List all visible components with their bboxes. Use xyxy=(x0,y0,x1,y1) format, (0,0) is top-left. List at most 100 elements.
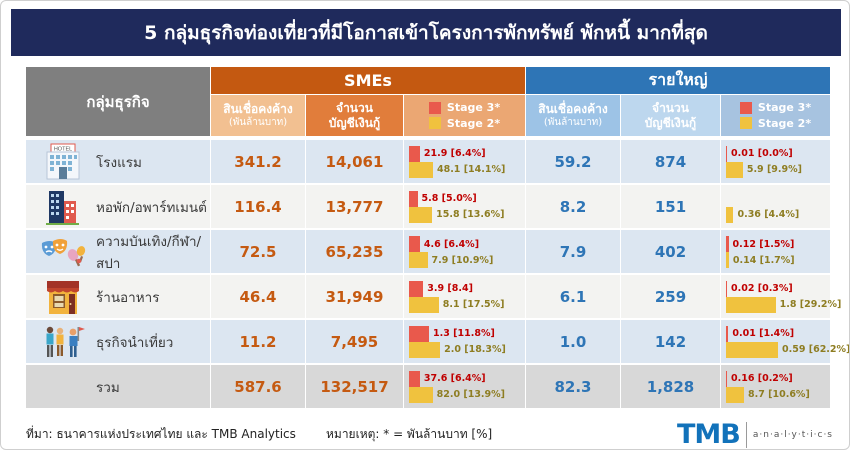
sme-accounts-value: 7,495 xyxy=(306,320,404,363)
large-stage-cell: 0.12 [1.5%] 0.14 [1.7%] xyxy=(721,230,831,274)
sme-accounts-value: 14,061 xyxy=(306,140,404,183)
table-row: ธุรกิจนำเที่ยว 11.2 7,495 1.3 [11.8%] 2.0 [1… xyxy=(26,320,849,363)
stage3-bar xyxy=(726,145,727,162)
stage3-bar xyxy=(409,280,424,297)
sme-accounts-value: 65,235 xyxy=(306,230,404,274)
large-stage-cell: 0.02 [0.3%] 1.8 [29.2%] xyxy=(721,275,841,318)
business-group-cell: รวม xyxy=(26,365,211,408)
table-rows: HOTEL โรงแรม 341.2 14,061 21.9 [6.4%] 48.1 [1… xyxy=(26,140,849,408)
stage3-bar xyxy=(726,370,727,387)
stage2-line: 82.0 [13.9%] xyxy=(409,386,506,403)
stage3-line: 0.01 [1.4%] xyxy=(726,325,795,342)
large-stage-legend: Stage 3* Stage 2* xyxy=(739,101,812,131)
large-accounts-value: 151 xyxy=(621,185,721,228)
col-header-sme-accounts: จำนวน บัญชีเงินกู้ xyxy=(306,95,404,137)
stage3-legend-swatch xyxy=(428,101,441,114)
footer: ที่มา: ธนาคารแห่งประเทศไทย และ TMB Analy… xyxy=(1,419,849,450)
accounts-label-2: บัญชีเงินกู้ xyxy=(328,115,381,130)
tmb-analytics-logo: TMB a·n·a·l·y·t·i·c·s xyxy=(677,419,833,450)
stage3-line: 1.3 [11.8%] xyxy=(409,325,495,342)
stage3-line: 37.6 [6.4%] xyxy=(409,370,486,387)
stage3-value: 0.16 [0.2%] xyxy=(731,373,793,384)
hotel-icon: HOTEL xyxy=(38,143,88,181)
svg-text:HOTEL: HOTEL xyxy=(54,146,72,152)
col-header-business-group: กลุ่มธุรกิจ xyxy=(26,67,211,137)
stage2-legend-swatch xyxy=(739,117,752,130)
stage3-line: 4.6 [6.4%] xyxy=(409,236,479,252)
stage3-bar xyxy=(409,325,430,342)
business-group-label: ความบันเทิง/กีฬา/สปา xyxy=(96,234,202,272)
stage2-legend-swatch xyxy=(428,117,441,130)
stage2-value: 0.36 [4.4%] xyxy=(737,209,800,220)
stage2-legend-label: Stage 2* xyxy=(446,116,501,130)
stage3-line: 0.16 [0.2%] xyxy=(726,370,793,387)
stage3-bar xyxy=(409,370,420,387)
stage2-value: 82.0 [13.9%] xyxy=(436,389,506,400)
sme-loans-value: 116.4 xyxy=(211,185,306,228)
large-loans-value: 8.2 xyxy=(526,185,621,228)
sme-stage-cell: 1.3 [11.8%] 2.0 [18.3%] xyxy=(404,320,526,363)
business-group-cell: HOTEL โรงแรม xyxy=(26,140,211,183)
stage3-value: 5.8 [5.0%] xyxy=(421,193,477,204)
section-header-smes: SMEs xyxy=(211,67,526,95)
stage2-line: 1.8 [29.2%] xyxy=(726,296,841,313)
large-accounts-value: 142 xyxy=(621,320,721,363)
stage2-value: 0.59 [62.2%] xyxy=(782,344,850,355)
stage2-value: 8.7 [10.6%] xyxy=(748,389,810,400)
large-loans-value: 7.9 xyxy=(526,230,621,274)
logo-main-text: TMB xyxy=(677,419,741,450)
stage3-line xyxy=(726,191,730,207)
stage2-bar xyxy=(726,206,734,223)
stage2-value: 0.14 [1.7%] xyxy=(732,254,795,266)
business-group-label: ร้านอาหาร xyxy=(96,289,160,306)
sme-loans-value: 587.6 xyxy=(211,365,306,408)
stage2-line: 48.1 [14.1%] xyxy=(409,161,505,178)
sme-accounts-value: 31,949 xyxy=(306,275,404,318)
entertainment-icon xyxy=(38,233,88,271)
stage2-line: 0.59 [62.2%] xyxy=(726,341,850,358)
business-group-label: ธุรกิจนำเที่ยว xyxy=(96,334,174,351)
sme-loans-value: 341.2 xyxy=(211,140,306,183)
stage2-value: 2.0 [18.3%] xyxy=(444,344,506,355)
stage3-value: 4.6 [6.4%] xyxy=(423,238,480,250)
loans-unit: (พันล้านบาท) xyxy=(228,116,288,128)
table-row: HOTEL โรงแรม 341.2 14,061 21.9 [6.4%] 48.1 [1… xyxy=(26,140,831,183)
stage3-value: 21.9 [6.4%] xyxy=(423,148,486,159)
stage2-line: 15.8 [13.6%] xyxy=(409,206,505,223)
stage3-line: 21.9 [6.4%] xyxy=(409,145,486,162)
business-group-label: โรงแรม xyxy=(96,154,142,171)
stage2-bar xyxy=(726,252,729,268)
stage2-line: 8.7 [10.6%] xyxy=(726,386,810,403)
large-stage-cell: 0.01 [1.4%] 0.59 [62.2%] xyxy=(721,320,849,363)
stage3-line: 0.01 [0.0%] xyxy=(726,145,793,162)
col-header-sme-stage: Stage 3* Stage 2* xyxy=(404,95,526,137)
stage3-line: 0.02 [0.3%] xyxy=(726,280,793,297)
business-group-cell: หอพัก/อพาร์ทเมนต์ xyxy=(26,185,211,228)
stage2-bar xyxy=(726,341,778,358)
source-text: ที่มา: ธนาคารแห่งประเทศไทย และ TMB Analy… xyxy=(26,427,296,441)
stage3-bar xyxy=(409,145,420,162)
large-loans-value: 59.2 xyxy=(526,140,621,183)
sme-stage-legend: Stage 3* Stage 2* xyxy=(428,101,501,131)
sme-stage-cell: 3.9 [8.4] 8.1 [17.5%] xyxy=(404,275,526,318)
logo-divider xyxy=(745,421,747,448)
stage3-value: 0.01 [0.0%] xyxy=(731,148,793,159)
loans-label: สินเชื่อคงค้าง xyxy=(538,101,608,116)
accounts-label-1: จำนวน xyxy=(336,100,373,115)
sme-accounts-value: 132,517 xyxy=(306,365,404,408)
stage3-line: 0.12 [1.5%] xyxy=(726,236,794,252)
large-accounts-value: 874 xyxy=(621,140,721,183)
stage2-bar xyxy=(409,252,428,268)
stage2-legend-label: Stage 2* xyxy=(757,116,812,130)
stage3-value: 0.02 [0.3%] xyxy=(731,283,793,294)
stage3-value: 37.6 [6.4%] xyxy=(423,373,486,384)
stage3-value: 0.01 [1.4%] xyxy=(732,328,795,339)
stage2-bar xyxy=(726,161,743,178)
business-group-cell: ความบันเทิง/กีฬา/สปา xyxy=(26,230,211,274)
stage2-value: 8.1 [17.5%] xyxy=(442,299,505,310)
data-table: กลุ่มธุรกิจ SMEs รายใหญ่ สินเชื่อคงค้าง … xyxy=(26,67,849,410)
stage3-line: 5.8 [5.0%] xyxy=(409,190,477,207)
apartment-icon xyxy=(38,188,88,226)
stage2-line: 2.0 [18.3%] xyxy=(409,341,506,358)
